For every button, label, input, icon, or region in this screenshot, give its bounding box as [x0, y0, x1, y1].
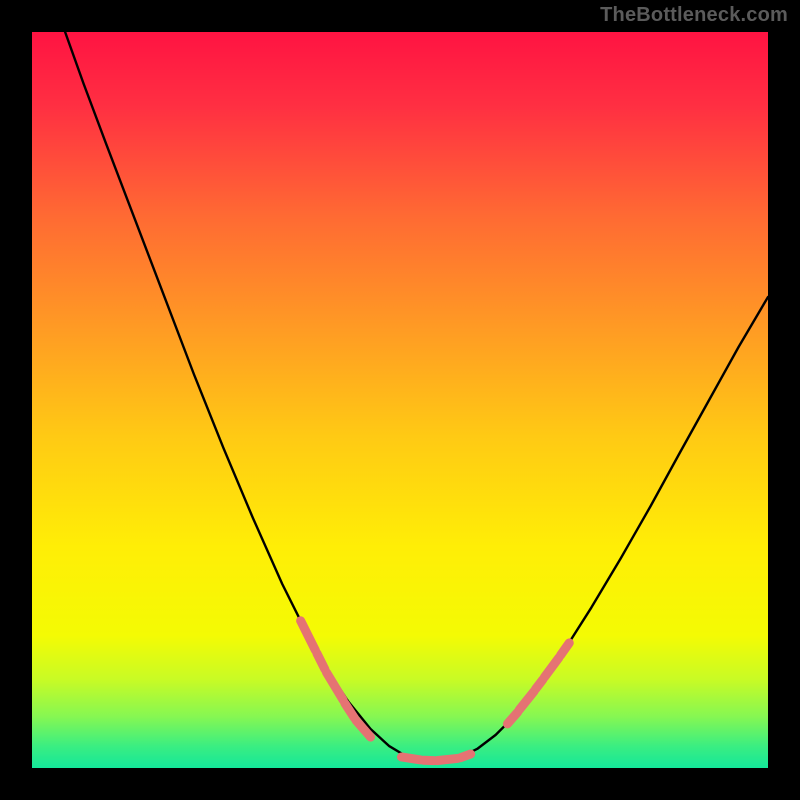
curve-marker: [317, 653, 325, 669]
chart-overlay: [32, 32, 768, 768]
curve-marker: [460, 754, 470, 758]
curve-marker: [507, 712, 517, 724]
bottleneck-curve: [65, 32, 768, 761]
attribution-text: TheBottleneck.com: [600, 4, 788, 27]
chart-canvas: TheBottleneck.com: [0, 0, 800, 800]
curve-marker: [326, 672, 343, 700]
curve-marker: [519, 691, 534, 709]
curve-marker: [437, 758, 458, 760]
curve-marker: [544, 658, 559, 678]
curve-marker: [560, 643, 569, 656]
plot-area: [32, 32, 768, 768]
curve-marker: [401, 757, 420, 760]
curve-marker: [301, 621, 316, 650]
curve-marker: [356, 720, 371, 737]
